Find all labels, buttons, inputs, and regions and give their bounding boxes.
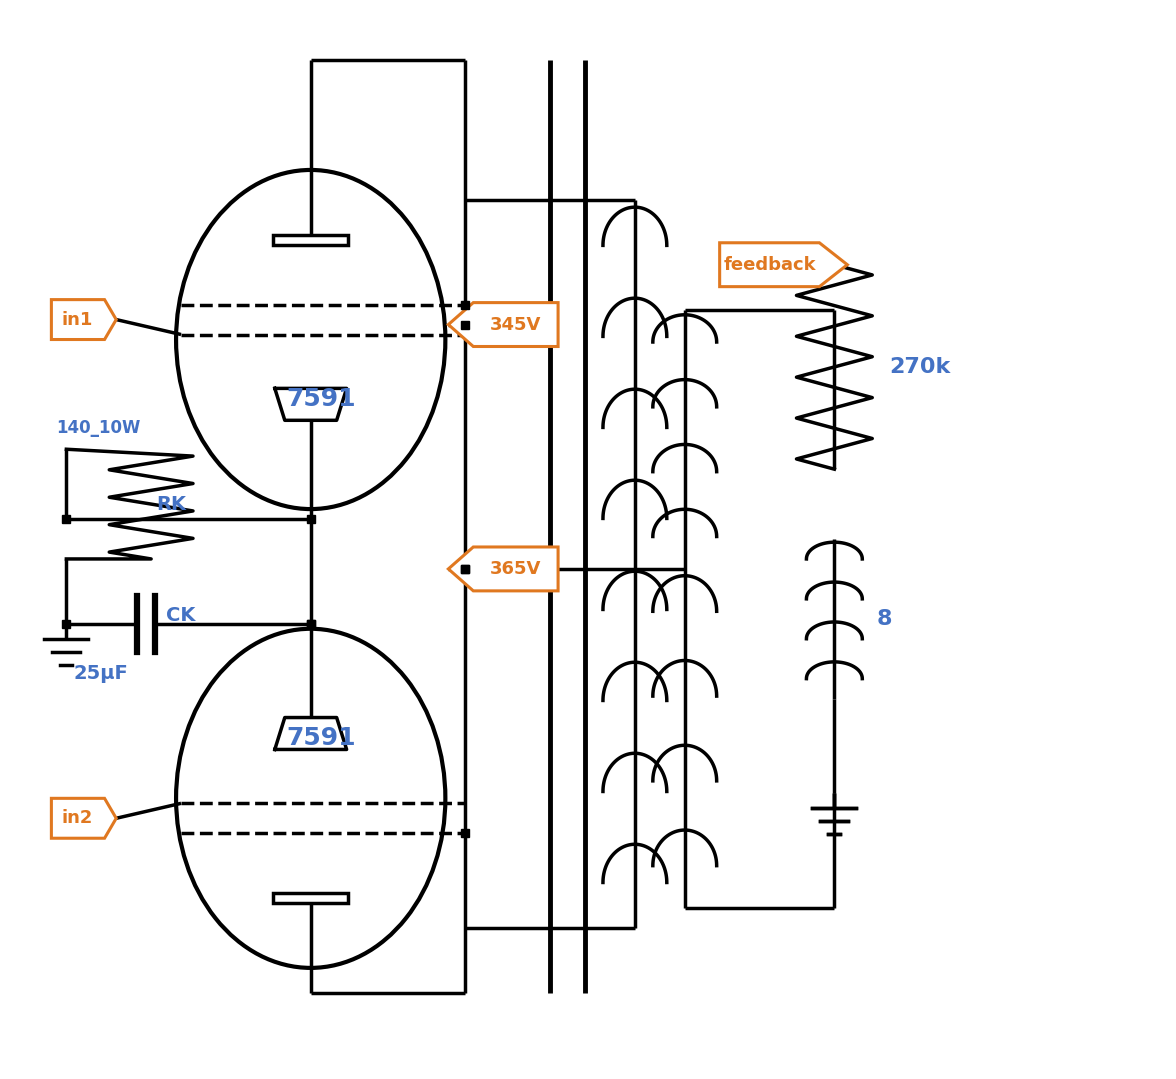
Text: 7591: 7591 — [286, 726, 355, 751]
Text: 345V: 345V — [490, 315, 541, 333]
Text: 25μF: 25μF — [73, 665, 128, 683]
Text: 270k: 270k — [889, 357, 950, 377]
Polygon shape — [52, 798, 116, 838]
Text: CK: CK — [166, 606, 195, 626]
Text: 140_10W: 140_10W — [56, 420, 141, 437]
Text: in1: in1 — [61, 311, 93, 329]
Text: 365V: 365V — [490, 560, 541, 578]
Polygon shape — [448, 547, 559, 591]
FancyBboxPatch shape — [273, 235, 348, 245]
Text: 7591: 7591 — [286, 387, 355, 411]
Text: in2: in2 — [61, 809, 93, 828]
Text: 8: 8 — [876, 609, 891, 629]
FancyBboxPatch shape — [273, 893, 348, 903]
Polygon shape — [52, 300, 116, 340]
Polygon shape — [448, 302, 559, 346]
Text: feedback: feedback — [723, 256, 816, 274]
Text: RK: RK — [156, 494, 186, 514]
Polygon shape — [720, 243, 848, 287]
